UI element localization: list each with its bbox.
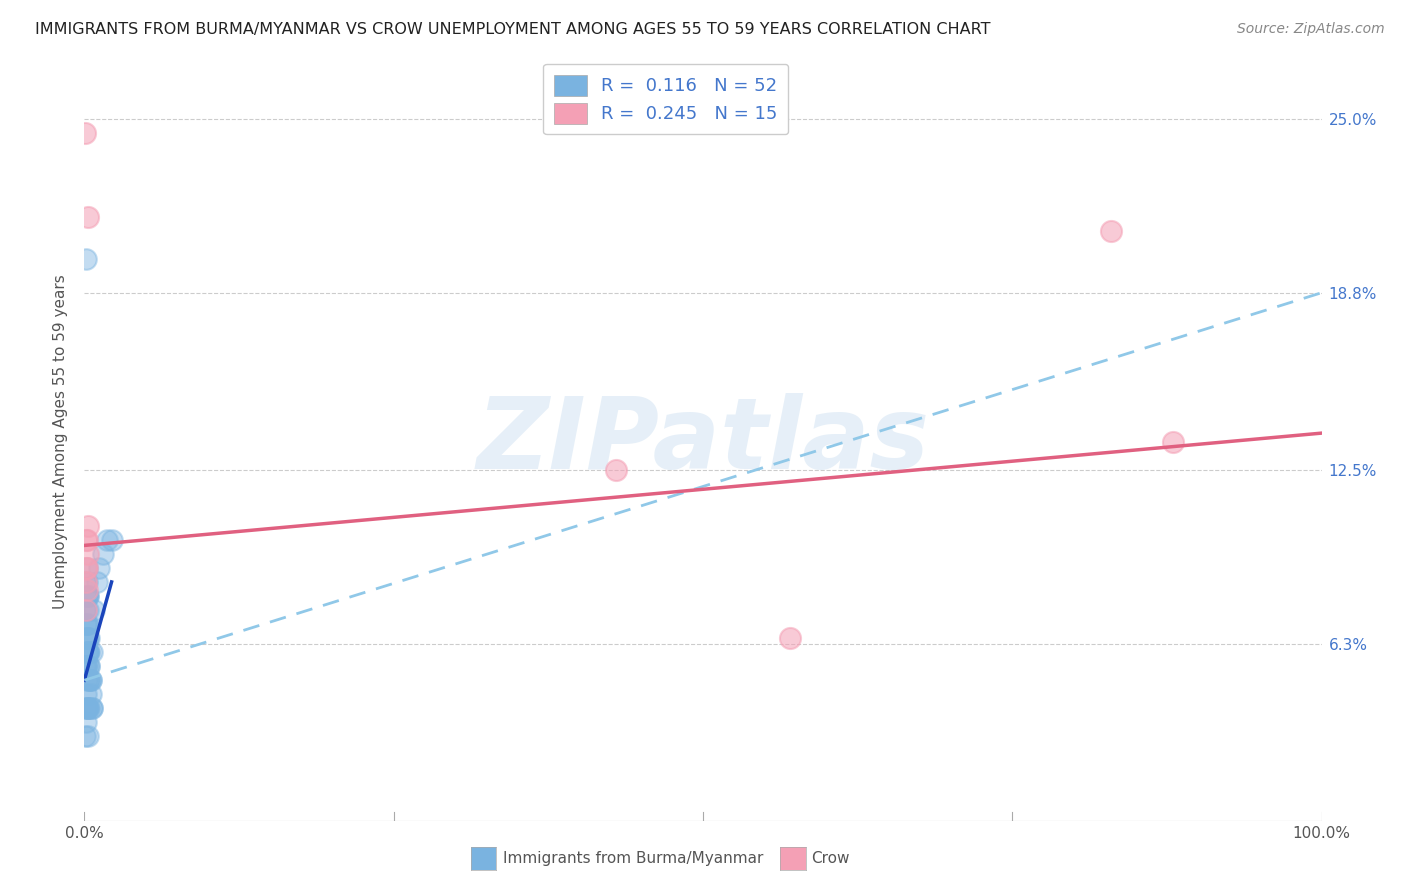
Point xyxy=(83,603,105,617)
Text: ZIPatlas: ZIPatlas xyxy=(477,393,929,490)
Point xyxy=(80,701,103,715)
Point xyxy=(77,547,100,561)
Point xyxy=(779,631,801,645)
Point xyxy=(75,603,97,617)
Point xyxy=(76,631,98,645)
Point xyxy=(73,730,96,744)
Point xyxy=(76,561,98,575)
Point xyxy=(75,603,97,617)
Point xyxy=(77,730,100,744)
Point xyxy=(75,561,97,575)
Point xyxy=(1099,224,1122,238)
Point xyxy=(89,561,111,575)
Point xyxy=(73,126,96,140)
Point xyxy=(79,673,101,688)
Point xyxy=(605,462,627,476)
Point xyxy=(77,631,100,645)
Point xyxy=(76,659,98,673)
Point xyxy=(79,701,101,715)
Point xyxy=(77,617,100,632)
Point xyxy=(77,589,100,603)
Text: IMMIGRANTS FROM BURMA/MYANMAR VS CROW UNEMPLOYMENT AMONG AGES 55 TO 59 YEARS COR: IMMIGRANTS FROM BURMA/MYANMAR VS CROW UN… xyxy=(35,22,991,37)
Point xyxy=(79,673,101,688)
Point xyxy=(75,715,97,730)
Point xyxy=(75,603,97,617)
Point xyxy=(96,533,118,547)
Point xyxy=(75,252,97,266)
Text: Crow: Crow xyxy=(811,851,849,866)
Point xyxy=(80,701,103,715)
Point xyxy=(75,687,97,701)
Point xyxy=(76,673,98,688)
Point xyxy=(80,645,103,659)
Point xyxy=(91,547,114,561)
Point xyxy=(76,617,98,632)
Point xyxy=(86,574,108,589)
Point xyxy=(75,659,97,673)
Point xyxy=(75,589,97,603)
Point xyxy=(79,659,101,673)
Point xyxy=(73,659,96,673)
Point xyxy=(79,687,101,701)
Point xyxy=(77,518,100,533)
Point xyxy=(76,589,98,603)
Point xyxy=(1161,434,1184,449)
Point xyxy=(76,583,98,598)
Point xyxy=(79,673,101,688)
Point xyxy=(76,574,98,589)
Point xyxy=(77,701,100,715)
Point xyxy=(77,603,100,617)
Point xyxy=(76,561,98,575)
Y-axis label: Unemployment Among Ages 55 to 59 years: Unemployment Among Ages 55 to 59 years xyxy=(53,274,69,609)
Point xyxy=(79,645,101,659)
Point xyxy=(75,631,97,645)
Point xyxy=(79,659,101,673)
Point xyxy=(100,533,122,547)
Point xyxy=(75,574,97,589)
Point xyxy=(75,617,97,632)
Legend: R =  0.116   N = 52, R =  0.245   N = 15: R = 0.116 N = 52, R = 0.245 N = 15 xyxy=(543,64,789,135)
Point xyxy=(76,533,98,547)
Point xyxy=(75,701,97,715)
Point xyxy=(76,701,98,715)
Text: Immigrants from Burma/Myanmar: Immigrants from Burma/Myanmar xyxy=(503,851,763,866)
Point xyxy=(77,645,100,659)
Point xyxy=(76,701,98,715)
Point xyxy=(77,645,100,659)
Point xyxy=(76,645,98,659)
Text: Source: ZipAtlas.com: Source: ZipAtlas.com xyxy=(1237,22,1385,37)
Point xyxy=(77,210,100,224)
Point xyxy=(75,533,97,547)
Point xyxy=(75,617,97,632)
Point xyxy=(79,673,101,688)
Point xyxy=(75,574,97,589)
Point xyxy=(77,589,100,603)
Point xyxy=(79,631,101,645)
